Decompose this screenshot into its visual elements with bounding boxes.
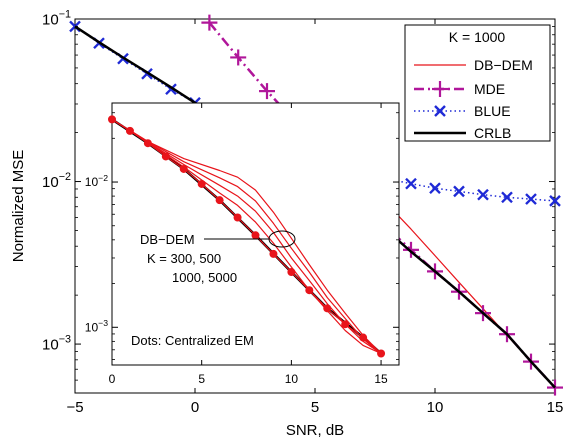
mde-marker [201,14,218,31]
legend-box [404,24,551,142]
blue-marker [405,177,417,190]
inset-series [108,115,386,358]
legend-mde-marker [432,81,448,97]
inset-annotation-label: DB−DEM [140,232,195,247]
inset-centralized-em-dot [143,139,152,148]
inset-centralized-em-dot [359,333,368,342]
inset-annotation-k-line2: 1000, 5000 [172,270,237,285]
main-x-tick-label: 15 [547,399,564,416]
inset-x-tick-label: 15 [374,372,388,386]
blue-marker [429,182,441,195]
inset-dots-note: Dots: Centralized EM [131,333,254,348]
inset-centralized-em-dot [377,349,386,358]
legend-blue-marker [434,105,446,117]
inset-dbdem-line [111,118,382,354]
inset-centralized-em-dot [269,249,278,258]
main-ticks: −5 0 5 10 15 10−1 10−2 10−3 [42,9,563,417]
inset-x-tick-label: 10 [285,372,299,386]
legend-title: K = 1000 [449,29,506,45]
inset-centralized-em-dot [215,196,224,205]
main-y-tick-label: 10−3 [42,334,71,354]
inset-centralized-em-dot [125,126,134,135]
inset-centralized-em-dot [305,286,314,295]
inset-y-tick-label: 10−2 [85,173,108,189]
inset-centralized-em-dot [341,320,350,329]
blue-marker [501,191,513,204]
inset-annotation-k-line1: K = 300, 500 [147,251,221,266]
blue-marker [477,188,489,201]
inset-x-tick-label: 5 [198,372,205,386]
inset-y-tick-label: 10−3 [85,318,108,334]
legend-crlb-label: CRLB [474,125,511,141]
inset-centralized-em-dot [323,304,332,313]
blue-marker [525,193,537,205]
inset-dbdem-line [111,118,382,354]
main-y-tick-label: 10−1 [42,9,71,29]
x-axis-label: SNR, dB [286,422,344,438]
mde-marker [230,49,247,66]
mde-marker [259,83,275,100]
inset-centralized-em-dot [197,179,206,188]
inset-centralized-em-dot [161,152,170,161]
legend: K = 1000 DB−DEM MDE BLUE CRLB [404,24,551,142]
main-x-tick-label: −5 [66,399,83,416]
main-x-tick-label: 0 [191,399,199,416]
inset-centralized-em-dot [108,115,116,124]
inset-centralized-em-dot [287,268,296,277]
legend-blue-label: BLUE [474,103,511,119]
blue-marker [549,195,561,207]
main-y-tick-label: 10−2 [42,171,71,191]
legend-dbdem-label: DB−DEM [474,57,533,73]
inset-plot-area: 0 5 10 15 10−2 10−3 DB−DEM K = 300, 500 1000,… [85,102,400,386]
inset-ticks: 0 5 10 15 10−2 10−3 [85,103,399,386]
inset-centralized-em-dot [233,213,242,222]
inset-centralized-em-line [111,118,382,354]
inset-centralized-em-dot [179,164,188,173]
inset-x-tick-label: 0 [109,372,116,386]
inset-centralized-em-dot [251,231,260,240]
main-x-tick-label: 5 [311,399,319,416]
y-axis-label: Normalized MSE [10,150,27,263]
legend-mde-label: MDE [474,81,505,97]
mde-marker [403,241,419,258]
blue-marker [453,185,465,198]
main-x-tick-label: 10 [427,399,444,416]
